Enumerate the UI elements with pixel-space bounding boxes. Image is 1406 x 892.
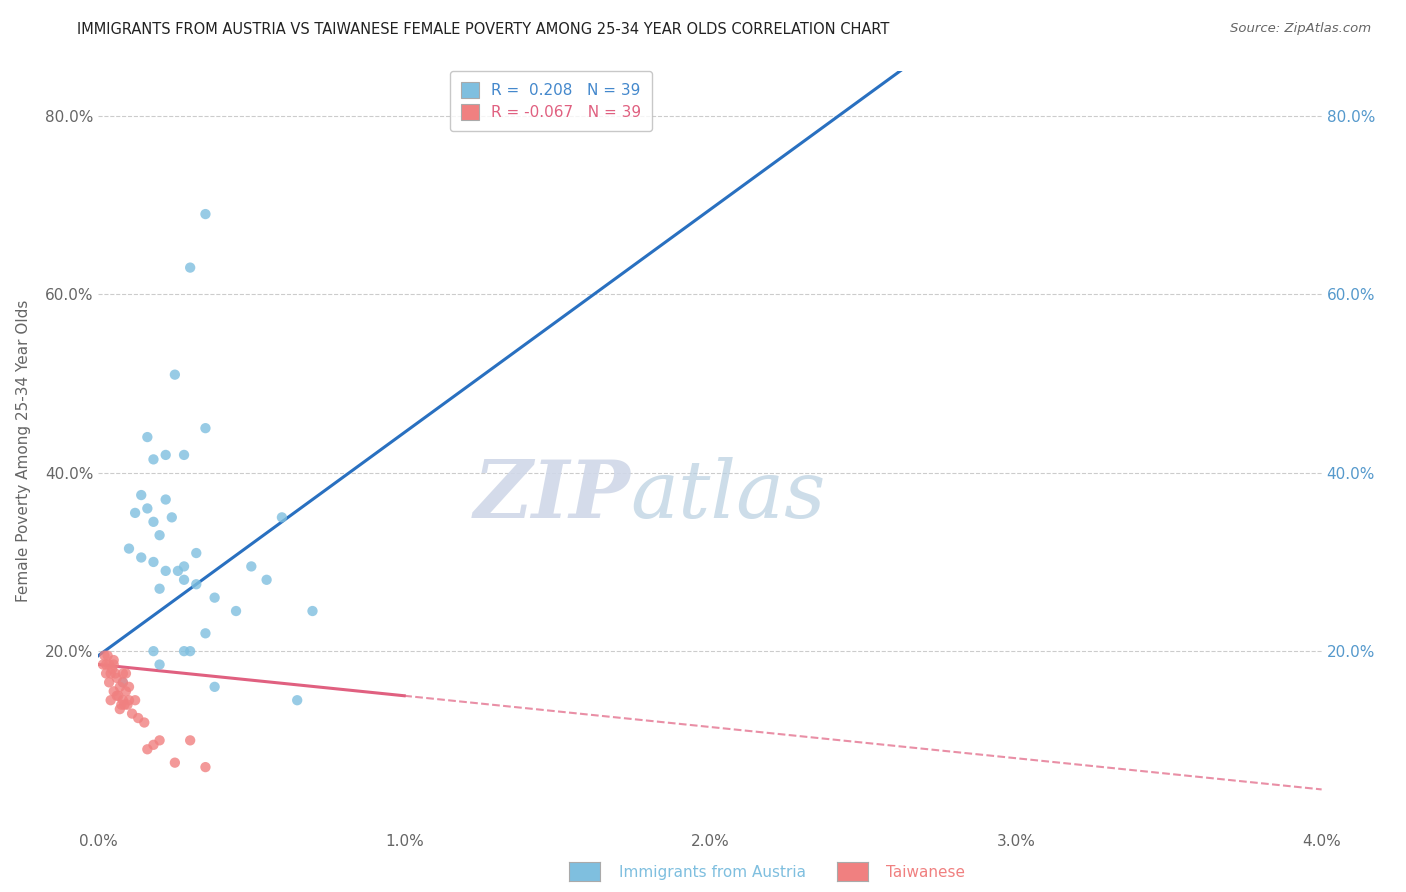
Point <box>94 657 117 672</box>
Point <box>173 448 195 462</box>
Point <box>204 591 226 605</box>
Point <box>186 577 208 591</box>
Point <box>110 698 132 712</box>
Point <box>111 666 134 681</box>
Point <box>173 644 195 658</box>
Point <box>118 541 141 556</box>
Point <box>107 689 129 703</box>
Point <box>142 738 165 752</box>
Point <box>142 644 165 658</box>
Point <box>149 582 172 596</box>
Point <box>225 604 247 618</box>
Point <box>167 564 190 578</box>
Point <box>136 501 159 516</box>
Point <box>155 564 177 578</box>
Point <box>101 662 124 676</box>
Point <box>194 626 217 640</box>
Point <box>136 430 159 444</box>
Point <box>155 492 177 507</box>
Point <box>105 689 128 703</box>
Point <box>127 711 149 725</box>
Point <box>129 488 152 502</box>
Point <box>105 671 128 685</box>
Point <box>194 421 217 435</box>
Point <box>163 368 186 382</box>
Point <box>91 657 114 672</box>
Point <box>115 684 138 698</box>
Point <box>117 698 139 712</box>
Text: Immigrants from Austria: Immigrants from Austria <box>619 865 806 880</box>
Point <box>124 506 146 520</box>
Point <box>134 715 156 730</box>
Point <box>160 510 183 524</box>
Point <box>112 698 135 712</box>
Point <box>173 559 195 574</box>
Point <box>149 733 172 747</box>
Point <box>103 653 125 667</box>
Point <box>94 666 117 681</box>
Point <box>111 693 134 707</box>
Point <box>100 693 122 707</box>
Point <box>142 452 165 467</box>
Point <box>98 675 121 690</box>
Point <box>149 528 172 542</box>
Point <box>111 675 134 690</box>
Point <box>240 559 263 574</box>
Point <box>103 657 125 672</box>
Point <box>142 515 165 529</box>
Point <box>204 680 226 694</box>
Point <box>93 648 115 663</box>
Point <box>194 207 217 221</box>
Point <box>97 648 120 663</box>
Text: Source: ZipAtlas.com: Source: ZipAtlas.com <box>1230 22 1371 36</box>
Point <box>115 666 138 681</box>
Y-axis label: Female Poverty Among 25-34 Year Olds: Female Poverty Among 25-34 Year Olds <box>17 300 31 601</box>
Point <box>142 555 165 569</box>
Point <box>118 693 141 707</box>
Text: atlas: atlas <box>630 458 825 534</box>
Point <box>163 756 186 770</box>
Point <box>155 448 177 462</box>
Point <box>100 666 122 681</box>
Text: ZIP: ZIP <box>474 458 630 534</box>
Point <box>103 684 125 698</box>
Point <box>108 680 131 694</box>
Text: IMMIGRANTS FROM AUSTRIA VS TAIWANESE FEMALE POVERTY AMONG 25-34 YEAR OLDS CORREL: IMMIGRANTS FROM AUSTRIA VS TAIWANESE FEM… <box>77 22 890 37</box>
Point <box>186 546 208 560</box>
Point <box>129 550 152 565</box>
Point <box>256 573 278 587</box>
Point <box>194 760 217 774</box>
Text: Taiwanese: Taiwanese <box>886 865 965 880</box>
Point <box>179 644 201 658</box>
Point <box>111 675 134 690</box>
Point <box>173 573 195 587</box>
Point <box>136 742 159 756</box>
Point <box>285 693 308 707</box>
Point <box>121 706 143 721</box>
Point <box>301 604 323 618</box>
Point <box>179 733 201 747</box>
Point <box>149 657 172 672</box>
Point <box>98 657 121 672</box>
Point <box>104 666 127 681</box>
Legend: R =  0.208   N = 39, R = -0.067   N = 39: R = 0.208 N = 39, R = -0.067 N = 39 <box>450 71 652 131</box>
Point <box>124 693 146 707</box>
Point <box>270 510 294 524</box>
Point <box>179 260 201 275</box>
Point <box>108 702 131 716</box>
Point <box>118 680 141 694</box>
